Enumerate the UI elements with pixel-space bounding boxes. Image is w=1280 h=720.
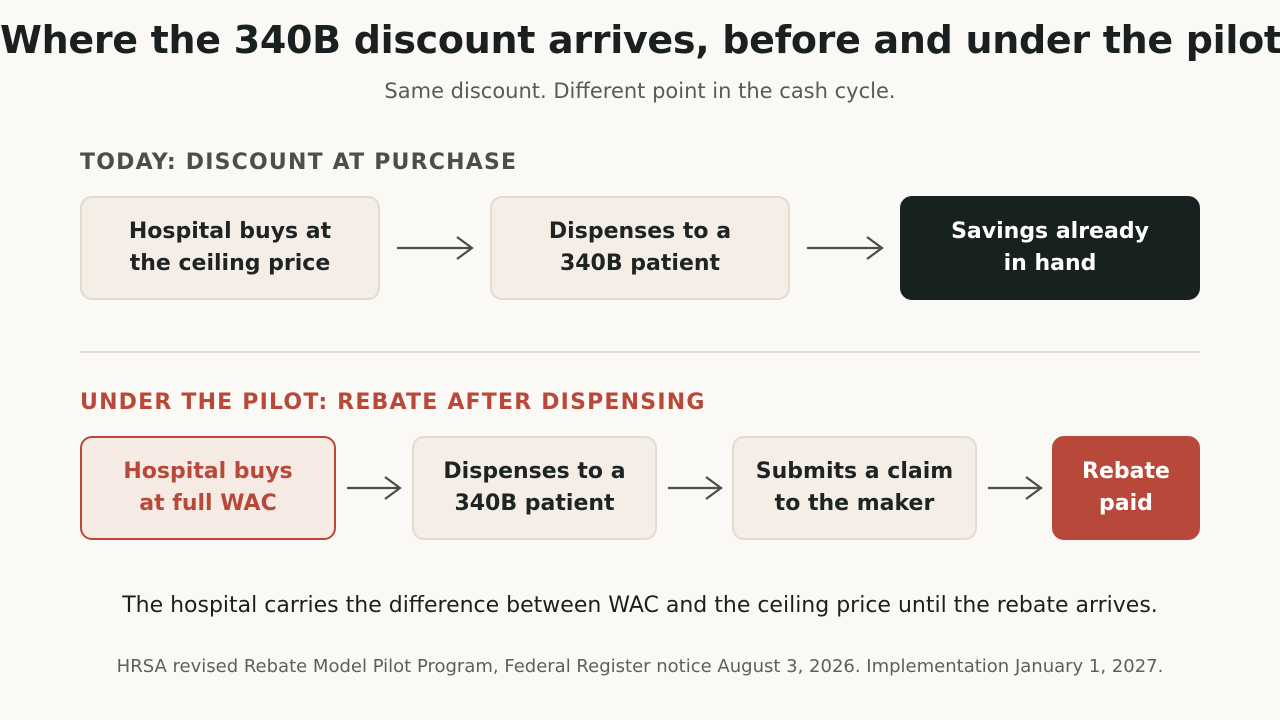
arrow-right-icon (336, 436, 412, 540)
step-text-line: Dispenses to a (443, 459, 626, 484)
flow-pilot: Hospital buys at full WAC Dispenses to a… (80, 436, 1200, 540)
section-label-today: TODAY: DISCOUNT AT PURCHASE (80, 150, 518, 175)
step-text-line: paid (1099, 491, 1153, 516)
step-text-line: Hospital buys at (128, 219, 332, 244)
today-step-savings: Savings already in hand (900, 196, 1200, 300)
pilot-step-buy: Hospital buys at full WAC (80, 436, 336, 540)
arrow-right-icon (790, 196, 900, 300)
page-title: Where the 340B discount arrives, before … (0, 18, 1280, 62)
page-subtitle: Same discount. Different point in the ca… (384, 79, 896, 103)
step-text-line: the ceiling price (129, 251, 331, 276)
pilot-step-rebate: Rebate paid (1052, 436, 1200, 540)
step-text-line: Savings already (951, 219, 1149, 244)
today-step-dispense: Dispenses to a 340B patient (490, 196, 790, 300)
step-text-line: at full WAC (139, 491, 277, 516)
arrow-right-icon (657, 436, 732, 540)
flow-today: Hospital buys at the ceiling price Dispe… (80, 196, 1200, 300)
step-text-line: 340B patient (559, 251, 721, 276)
step-text-line: 340B patient (454, 491, 615, 516)
arrow-right-icon (977, 436, 1052, 540)
pilot-step-dispense: Dispenses to a 340B patient (412, 436, 657, 540)
section-divider (80, 351, 1200, 353)
arrow-right-icon (380, 196, 490, 300)
step-text-line: Rebate (1082, 459, 1170, 484)
today-step-buy: Hospital buys at the ceiling price (80, 196, 380, 300)
pilot-step-claim: Submits a claim to the maker (732, 436, 977, 540)
section-label-pilot: UNDER THE PILOT: REBATE AFTER DISPENSING (80, 390, 706, 415)
step-text-line: Submits a claim (755, 459, 954, 484)
step-text-line: Hospital buys (123, 459, 293, 484)
step-text-line: in hand (1003, 251, 1097, 276)
step-text-line: to the maker (774, 491, 935, 516)
step-text-line: Dispenses to a (548, 219, 732, 244)
takeaway-text: The hospital carries the difference betw… (122, 593, 1158, 618)
source-note: HRSA revised Rebate Model Pilot Program,… (116, 656, 1164, 677)
